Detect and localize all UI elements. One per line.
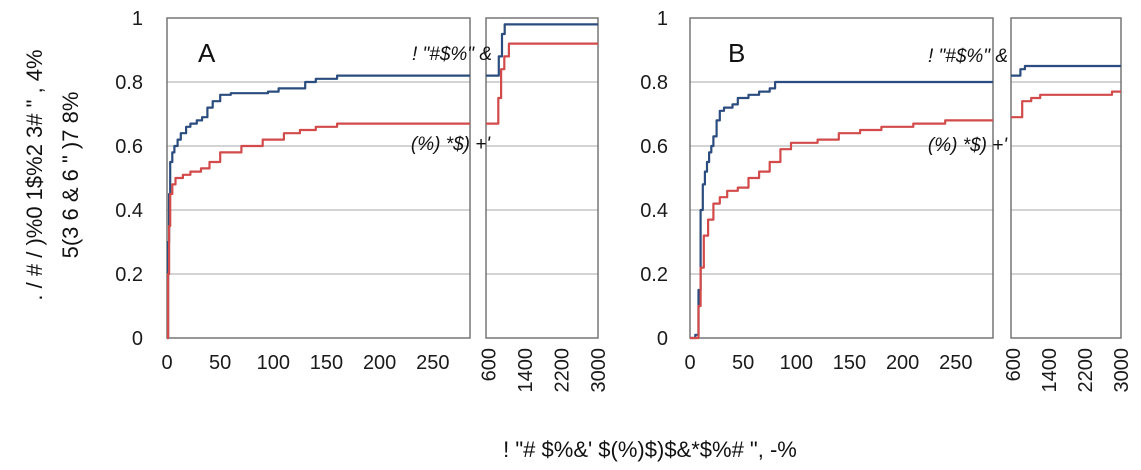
x-tick-label: 150 xyxy=(833,352,866,374)
x-tick-label: 150 xyxy=(310,352,343,374)
x-break-tick-label: 2200 xyxy=(1075,348,1097,393)
x-tick-label: 50 xyxy=(732,352,754,374)
x-tick-label: 200 xyxy=(363,352,396,374)
panel-label: A xyxy=(198,38,216,68)
y-tick-label: 0 xyxy=(132,328,143,350)
x-tick-label: 0 xyxy=(161,352,172,374)
y-axis-title-line1: . / # / )%0 1$%2 3# " , 4% xyxy=(22,49,47,300)
x-tick-label: 250 xyxy=(939,352,972,374)
series-label: (%) *$) +' xyxy=(928,135,1008,156)
y-tick-label: 0.6 xyxy=(115,136,143,158)
x-tick-label: 250 xyxy=(416,352,449,374)
x-break-tick-label: 1400 xyxy=(1039,348,1061,393)
x-break-tick-label: 2200 xyxy=(551,348,573,393)
series-line-break xyxy=(486,42,598,125)
x-tick-label: 0 xyxy=(684,352,695,374)
x-tick-label: 100 xyxy=(257,352,290,374)
x-break-tick-label: 3000 xyxy=(588,348,610,393)
series-line xyxy=(690,119,993,340)
y-tick-label: 0.4 xyxy=(640,200,668,222)
x-tick-label: 200 xyxy=(886,352,919,374)
x-axis-title: ! "# $%&' $(%)$)$&*$%# ", -% xyxy=(503,437,797,462)
series-line xyxy=(167,122,470,340)
y-tick-label: 0.2 xyxy=(115,264,143,286)
y-tick-label: 0.2 xyxy=(640,264,668,286)
series-line xyxy=(690,80,993,340)
x-break-tick-label: 600 xyxy=(1003,348,1025,381)
series-line-break xyxy=(1011,90,1121,119)
y-tick-label: 1 xyxy=(132,8,143,30)
y-tick-label: 0.4 xyxy=(115,200,143,222)
y-tick-label: 1 xyxy=(657,8,668,30)
series-line-break xyxy=(486,23,598,77)
plot-frame xyxy=(166,17,471,339)
y-tick-label: 0 xyxy=(657,328,668,350)
y-tick-label: 0.8 xyxy=(115,72,143,94)
break-plot-frame xyxy=(485,17,599,339)
x-break-tick-label: 600 xyxy=(478,348,500,381)
y-tick-label: 0.8 xyxy=(640,72,668,94)
break-plot-frame xyxy=(1010,17,1122,339)
x-tick-label: 100 xyxy=(780,352,813,374)
chart-panel-A: 0 0.2 0.4 0.6 0.8 1 0 50 100 150 200 250 600 1400 2200… xyxy=(115,8,610,393)
plot-frame xyxy=(689,17,994,339)
y-axis-title-line2: 5(3 6 & 6 " )7 8% xyxy=(58,92,83,259)
x-break-tick-label: 1400 xyxy=(515,348,537,393)
x-tick-label: 50 xyxy=(209,352,231,374)
x-break-tick-label: 3000 xyxy=(1111,348,1133,393)
y-tick-label: 0.6 xyxy=(640,136,668,158)
series-label: ! "#$%" & xyxy=(928,46,1008,67)
series-label: ! "#$%" & xyxy=(412,44,492,65)
series-line xyxy=(167,74,470,340)
panel-label: B xyxy=(728,38,745,68)
series-label: (%) *$) +' xyxy=(411,134,491,155)
chart-panel-B: 0 0.2 0.4 0.6 0.8 1 0 50 100 150 200 250 600 1400 2200… xyxy=(640,8,1133,393)
series-line-break xyxy=(1011,64,1121,77)
